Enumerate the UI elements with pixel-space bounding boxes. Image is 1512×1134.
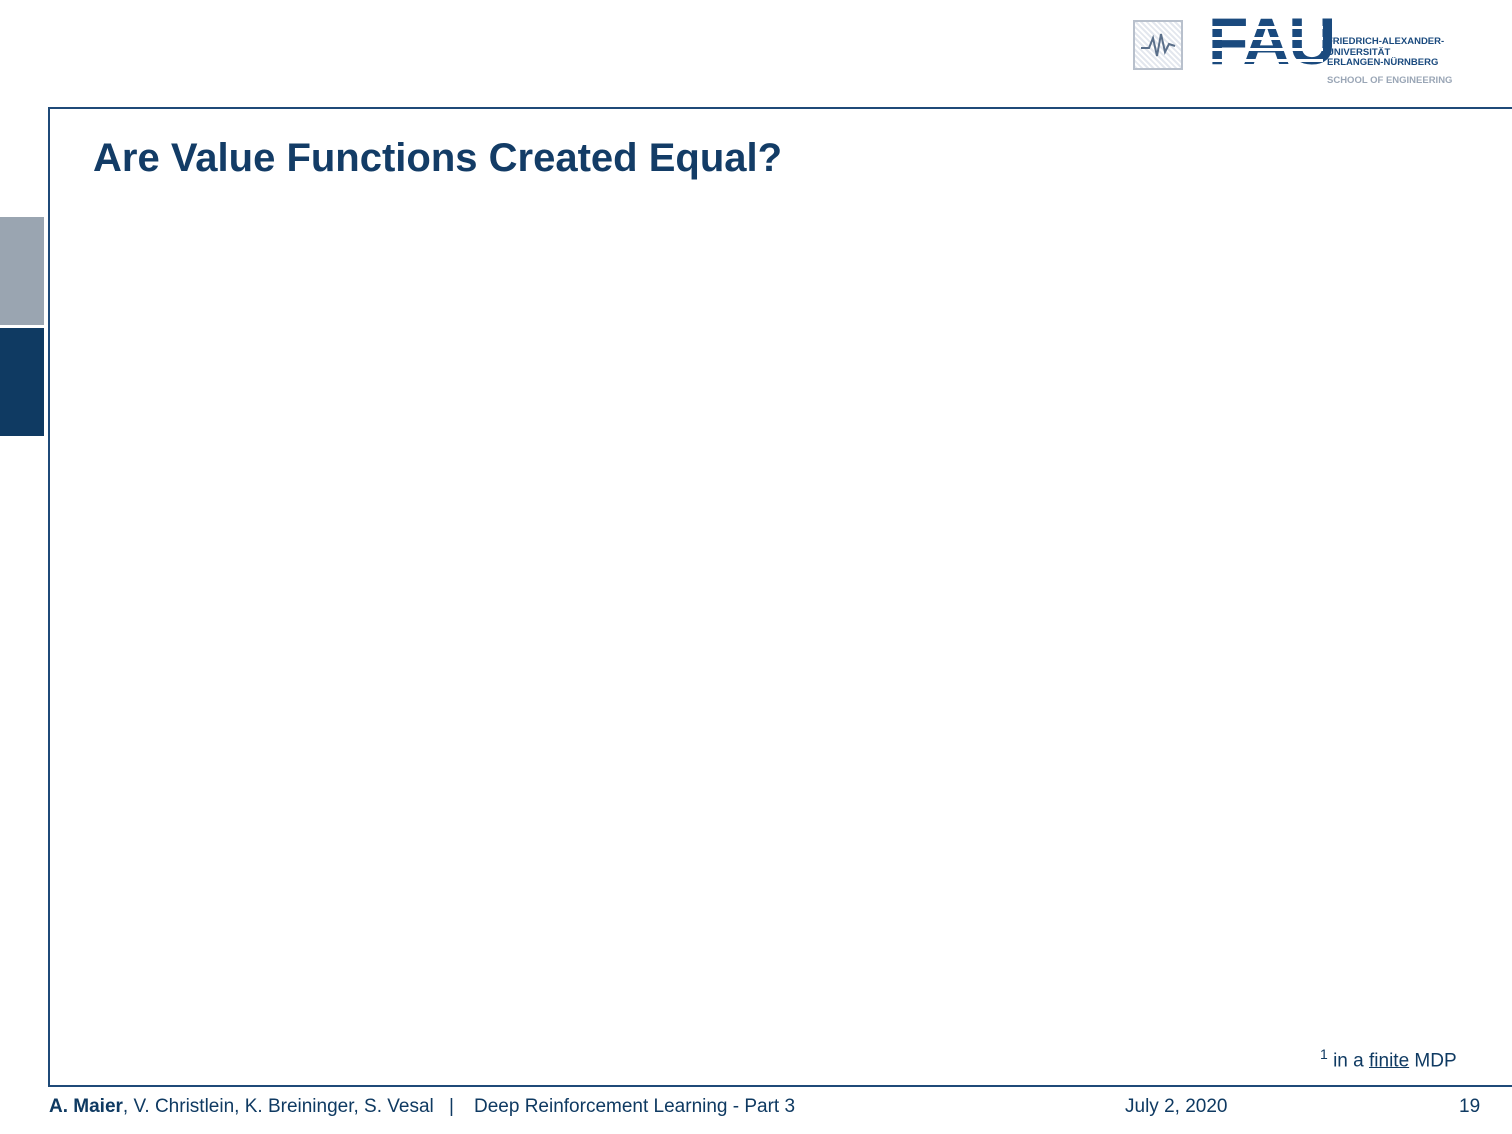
logo-line: ERLANGEN-NÜRNBERG: [1327, 57, 1439, 68]
footnote-underlined: finite: [1369, 1050, 1410, 1072]
footnote-text: MDP: [1414, 1050, 1457, 1072]
footer-separator: |: [449, 1096, 454, 1117]
seal-icon: [1133, 20, 1183, 70]
logo-line: UNIVERSITÄT: [1327, 46, 1391, 58]
footnote-marker: 1: [1320, 1046, 1328, 1062]
lead-author: A. Maier: [49, 1096, 123, 1117]
footer-page: 19: [1459, 1096, 1481, 1117]
seal-wave: [1141, 33, 1176, 57]
logo-stripes: [1208, 26, 1323, 62]
side-tab-inactive: [0, 217, 44, 325]
logo-mark: FAU: [1208, 4, 1336, 78]
slide-title: Are Value Functions Created Equal?: [93, 136, 783, 180]
footer-authors: A. Maier, V. Christlein, K. Breininger, …: [49, 1096, 434, 1118]
footer-date: July 2, 2020: [1125, 1096, 1228, 1117]
logo-line: FRIEDRICH-ALEXANDER-: [1327, 36, 1445, 47]
footer-course: Deep Reinforcement Learning - Part 3: [474, 1096, 796, 1117]
other-authors: , V. Christlein, K. Breininger, S. Vesal: [122, 1096, 434, 1117]
footnote-text: in a: [1333, 1050, 1364, 1072]
side-tab-active: [0, 328, 44, 436]
footnote: 1 in a finite MDP: [1320, 1046, 1457, 1072]
logo-text: FRIEDRICH-ALEXANDER- UNIVERSITÄT ERLANGE…: [1327, 36, 1445, 69]
frame: [48, 107, 1512, 1087]
logo-school: SCHOOL OF ENGINEERING: [1327, 75, 1453, 86]
